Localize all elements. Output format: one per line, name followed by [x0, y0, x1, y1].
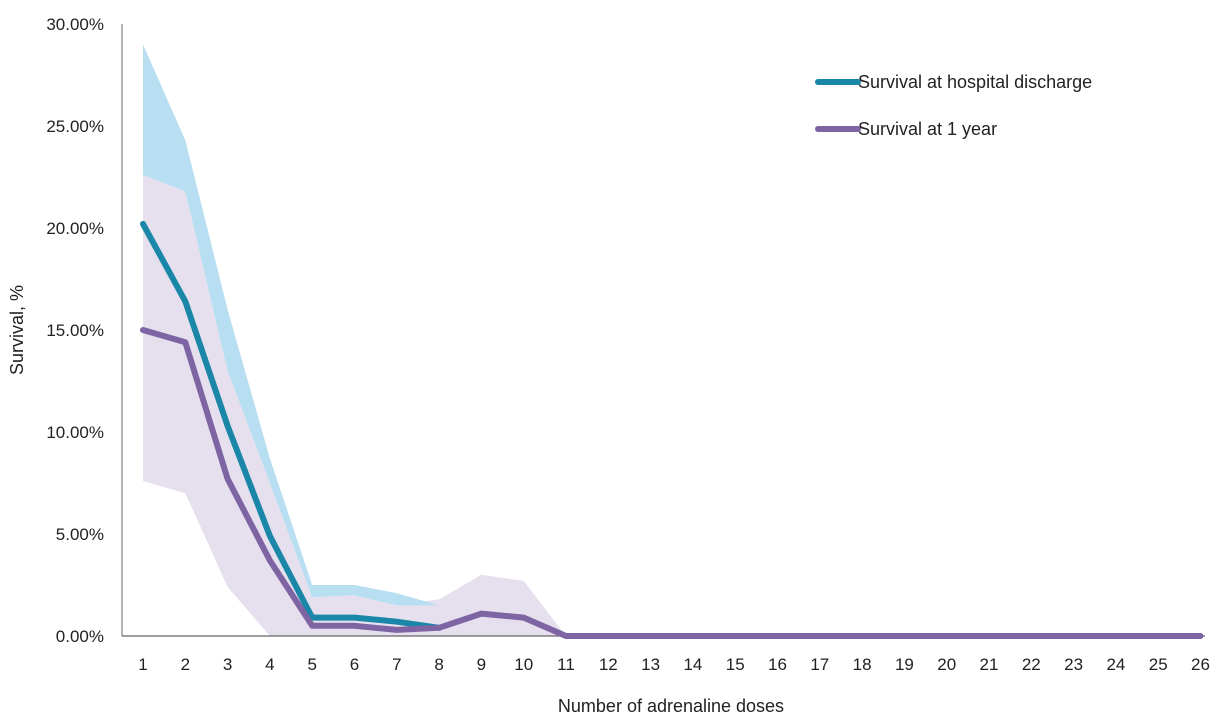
- x-tick-label: 21: [980, 655, 999, 674]
- x-tick-label: 1: [138, 655, 147, 674]
- x-tick-label: 12: [599, 655, 618, 674]
- x-tick-label: 4: [265, 655, 274, 674]
- line-survival-at-1-year: [140, 327, 1204, 639]
- x-tick-label: 7: [392, 655, 401, 674]
- x-tick-label: 9: [477, 655, 486, 674]
- x-tick-label: 3: [223, 655, 232, 674]
- legend-label: Survival at hospital discharge: [858, 72, 1092, 92]
- x-axis-title: Number of adrenaline doses: [558, 696, 784, 716]
- x-tick-label: 10: [514, 655, 533, 674]
- x-tick-label: 8: [434, 655, 443, 674]
- series-lines: [140, 220, 1204, 639]
- x-tick-labels: 1 2 3 4 5 6 7 8 9 10 11 12 13 14 15 16 17 18 19 20 21 22 23 24 2…: [138, 655, 1210, 674]
- one-year-confidence-band: [143, 175, 1201, 636]
- y-tick-label: 25.00%: [46, 117, 104, 136]
- x-tick-label: 24: [1106, 655, 1125, 674]
- y-tick-label: 30.00%: [46, 15, 104, 34]
- x-tick-label: 26: [1191, 655, 1210, 674]
- line-survival-at-hospital-discharge: [140, 220, 443, 631]
- x-tick-label: 5: [307, 655, 316, 674]
- y-axis-title: Survival, %: [7, 285, 27, 375]
- y-tick-label: 15.00%: [46, 321, 104, 340]
- legend: Survival at hospital discharge Survival a…: [815, 72, 1092, 139]
- x-tick-label: 20: [937, 655, 956, 674]
- legend-label: Survival at 1 year: [858, 119, 997, 139]
- x-tick-label: 16: [768, 655, 787, 674]
- x-tick-label: 18: [853, 655, 872, 674]
- x-tick-label: 13: [641, 655, 660, 674]
- y-tick-label: 5.00%: [56, 525, 104, 544]
- x-tick-label: 2: [181, 655, 190, 674]
- x-tick-label: 14: [683, 655, 702, 674]
- y-tick-label: 0.00%: [56, 627, 104, 646]
- y-tick-labels: 0.00% 5.00% 10.00% 15.00% 20.00% 25.00% 30.00%: [46, 15, 104, 646]
- x-tick-label: 11: [557, 655, 575, 674]
- x-tick-label: 22: [1022, 655, 1041, 674]
- x-tick-label: 19: [895, 655, 914, 674]
- confidence-bands: [143, 44, 1201, 636]
- x-tick-label: 23: [1064, 655, 1083, 674]
- y-tick-label: 20.00%: [46, 219, 104, 238]
- x-tick-label: 6: [350, 655, 359, 674]
- x-tick-label: 17: [810, 655, 829, 674]
- x-tick-label: 25: [1149, 655, 1168, 674]
- y-tick-label: 10.00%: [46, 423, 104, 442]
- x-tick-label: 15: [726, 655, 745, 674]
